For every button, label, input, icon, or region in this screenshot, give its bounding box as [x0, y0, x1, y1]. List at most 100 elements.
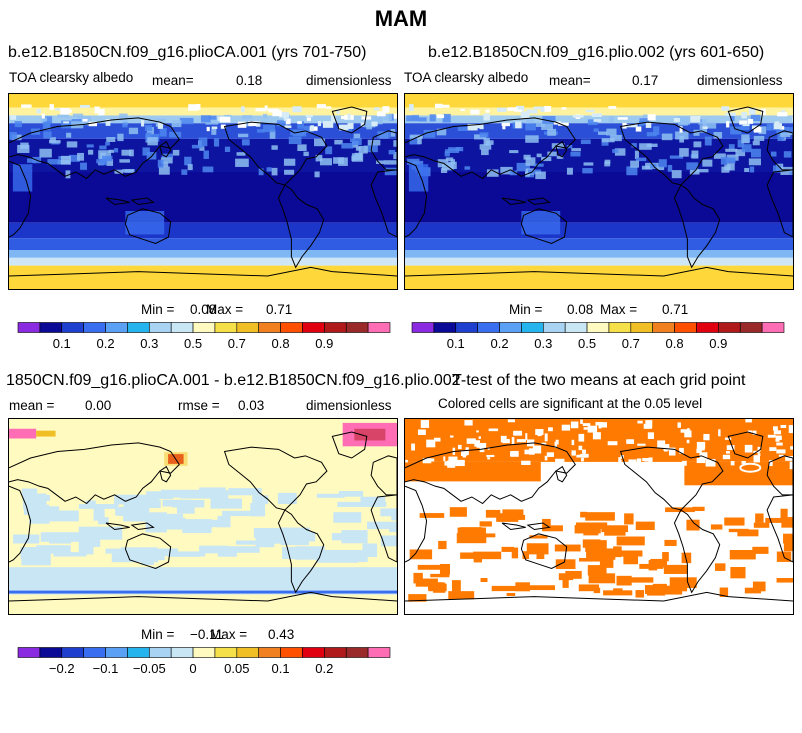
panel-2-colorbar-tick-label: 0.3 — [534, 336, 553, 351]
panel-3-colorbar-swatch-8 — [192, 647, 216, 658]
panel-1-colorbar-swatch-9 — [214, 322, 238, 333]
panel-1-colorbar-swatch-7 — [170, 322, 194, 333]
panel-3-colorbar: −0.2 −0.1 −0.05 0 0.05 0.1 0.2 — [17, 647, 391, 681]
panel-2-colorbar: 0.1 0.2 0.3 0.5 0.7 0.8 0.9 — [411, 322, 785, 356]
panel-2-units: dimensionless — [697, 73, 783, 88]
panel-2-mean-value: 0.17 — [632, 73, 659, 88]
panel-3-colorbar-tick-label: 0.1 — [271, 661, 290, 676]
panel-2-colorbar-swatch-1 — [433, 322, 457, 333]
panel-2-colorbar-swatch-16 — [761, 322, 785, 333]
panel-3-colorbar-tick-label: −0.05 — [132, 661, 166, 676]
panel-2-colorbar-tick-label: 0.5 — [578, 336, 597, 351]
panel-2-colorbar-swatch-13 — [696, 322, 719, 333]
panel-2-colorbar-swatch-5 — [521, 322, 544, 333]
panel-1-max-value: 0.71 — [266, 302, 293, 317]
panel-3-colorbar-swatch-3 — [83, 647, 106, 658]
panel-3-min-label: Min = — [141, 627, 175, 642]
panel-2-colorbar-swatch-12 — [674, 322, 697, 333]
panel-4-subtitle: Colored cells are significant at the 0.0… — [438, 396, 703, 411]
panel-1-units: dimensionless — [306, 73, 392, 88]
panel-1-colorbar-swatch-2 — [61, 322, 84, 333]
panel-3-colorbar-swatch-13 — [302, 647, 325, 658]
panel-1-variable: TOA clearsky albedo — [9, 70, 134, 85]
panel-2-title: b.e12.B1850CN.f09_g16.plio.002 (yrs 601-… — [428, 44, 765, 61]
panel-3-colorbar-swatch-14 — [324, 647, 347, 658]
panel-2-colorbar-tick-label: 0.1 — [446, 336, 465, 351]
panel-2-colorbar-swatch-3 — [477, 322, 500, 333]
panel-1-colorbar: 0.1 0.2 0.3 0.5 0.7 0.8 0.9 — [17, 322, 391, 356]
panel-3-mean-label: mean = — [9, 398, 55, 413]
panel-1-max-label: Max = — [206, 302, 244, 317]
panel-3-colorbar-tick-label: 0.2 — [315, 661, 334, 676]
panel-3-colorbar-swatch-2 — [61, 647, 84, 658]
panel-3-colorbar-swatch-15 — [345, 647, 369, 658]
panel-2-colorbar-swatch-2 — [455, 322, 478, 333]
panel-1-colorbar-swatch-1 — [39, 322, 63, 333]
panel-3-max-value: 0.43 — [268, 627, 295, 642]
panel-1-colorbar-swatch-10 — [236, 322, 260, 333]
panel-2-max-label: Max = — [600, 302, 638, 317]
panel-2-colorbar-swatch-0 — [411, 322, 435, 333]
panel-1-min-value: 0.08 — [190, 302, 217, 317]
panel-4-map — [404, 418, 794, 615]
panel-3-colorbar-swatch-5 — [127, 647, 150, 658]
panel-3-max-label: Max = — [210, 627, 248, 642]
panel-3-colorbar-swatch-9 — [214, 647, 238, 658]
panel-1-colorbar-tick-label: 0.1 — [52, 336, 71, 351]
panel-1-mean-value: 0.18 — [236, 73, 263, 88]
panel-1-colorbar-swatch-5 — [127, 322, 150, 333]
panel-3-rmse-label: rmse = — [178, 398, 220, 413]
panel-1-colorbar-tick-label: 0.7 — [227, 336, 246, 351]
panel-1-min-label: Min = — [141, 302, 175, 317]
panel-3-colorbar-swatch-10 — [236, 647, 260, 658]
panel-1-colorbar-tick-label: 0.9 — [315, 336, 334, 351]
panel-2-max-value: 0.71 — [662, 302, 689, 317]
panel-2-colorbar-swatch-8 — [586, 322, 610, 333]
panel-2-colorbar-tick-label: 0.7 — [621, 336, 640, 351]
panel-3-colorbar-tick-label: −0.2 — [48, 661, 75, 676]
panel-3-colorbar-swatch-12 — [280, 647, 303, 658]
panel-1-title: b.e12.B1850CN.f09_g16.plioCA.001 (yrs 70… — [8, 44, 367, 61]
panel-1-colorbar-swatch-6 — [148, 322, 172, 333]
panel-1-colorbar-swatch-16 — [367, 322, 391, 333]
panel-2-colorbar-swatch-14 — [718, 322, 741, 333]
panel-3-min-value: −0.11 — [190, 627, 224, 642]
panel-3-colorbar-swatch-6 — [148, 647, 172, 658]
panel-1-colorbar-swatch-4 — [105, 322, 128, 333]
panel-1-colorbar-tick-label: 0.2 — [96, 336, 115, 351]
panel-3-colorbar-tick-label: −0.1 — [92, 661, 119, 676]
panel-1-map — [8, 93, 398, 290]
panel-4-title: T-test of the two means at each grid poi… — [452, 372, 746, 389]
panel-2-colorbar-tick-label: 0.8 — [665, 336, 684, 351]
panel-2-colorbar-tick-label: 0.2 — [490, 336, 509, 351]
panel-2-colorbar-swatch-9 — [608, 322, 632, 333]
panel-2-min-label: Min = — [509, 302, 543, 317]
panel-3-colorbar-tick-label: 0.05 — [224, 661, 250, 676]
panel-3-colorbar-swatch-7 — [170, 647, 194, 658]
panel-3-colorbar-swatch-16 — [367, 647, 391, 658]
panel-2-colorbar-swatch-15 — [739, 322, 763, 333]
figure-title: MAM — [374, 6, 428, 31]
panel-1-colorbar-swatch-13 — [302, 322, 325, 333]
panel-1-colorbar-tick-label: 0.8 — [271, 336, 290, 351]
panel-2-colorbar-swatch-6 — [542, 322, 566, 333]
panel-2-colorbar-swatch-11 — [652, 322, 675, 333]
panel-2-variable: TOA clearsky albedo — [404, 70, 529, 85]
panel-2-map — [404, 93, 794, 290]
panel-1-colorbar-swatch-14 — [324, 322, 347, 333]
panel-3-title: 1850CN.f09_g16.plioCA.001 - b.e12.B1850C… — [6, 372, 461, 389]
panel-3-colorbar-swatch-0 — [17, 647, 41, 658]
panel-3-colorbar-swatch-4 — [105, 647, 128, 658]
panel-1-mean-label: mean= — [152, 73, 194, 88]
panel-1-colorbar-swatch-15 — [345, 322, 369, 333]
panel-1-colorbar-tick-label: 0.5 — [184, 336, 203, 351]
panel-1-colorbar-swatch-8 — [192, 322, 216, 333]
panel-1-colorbar-swatch-12 — [280, 322, 303, 333]
panel-3-colorbar-tick-label: 0 — [189, 661, 197, 676]
panel-3-units: dimensionless — [306, 398, 392, 413]
panel-3-map — [8, 418, 398, 615]
panel-3-mean-value: 0.00 — [85, 398, 112, 413]
panel-3-rmse-value: 0.03 — [238, 398, 265, 413]
panel-2-colorbar-tick-label: 0.9 — [709, 336, 728, 351]
panel-2-colorbar-swatch-7 — [564, 322, 588, 333]
